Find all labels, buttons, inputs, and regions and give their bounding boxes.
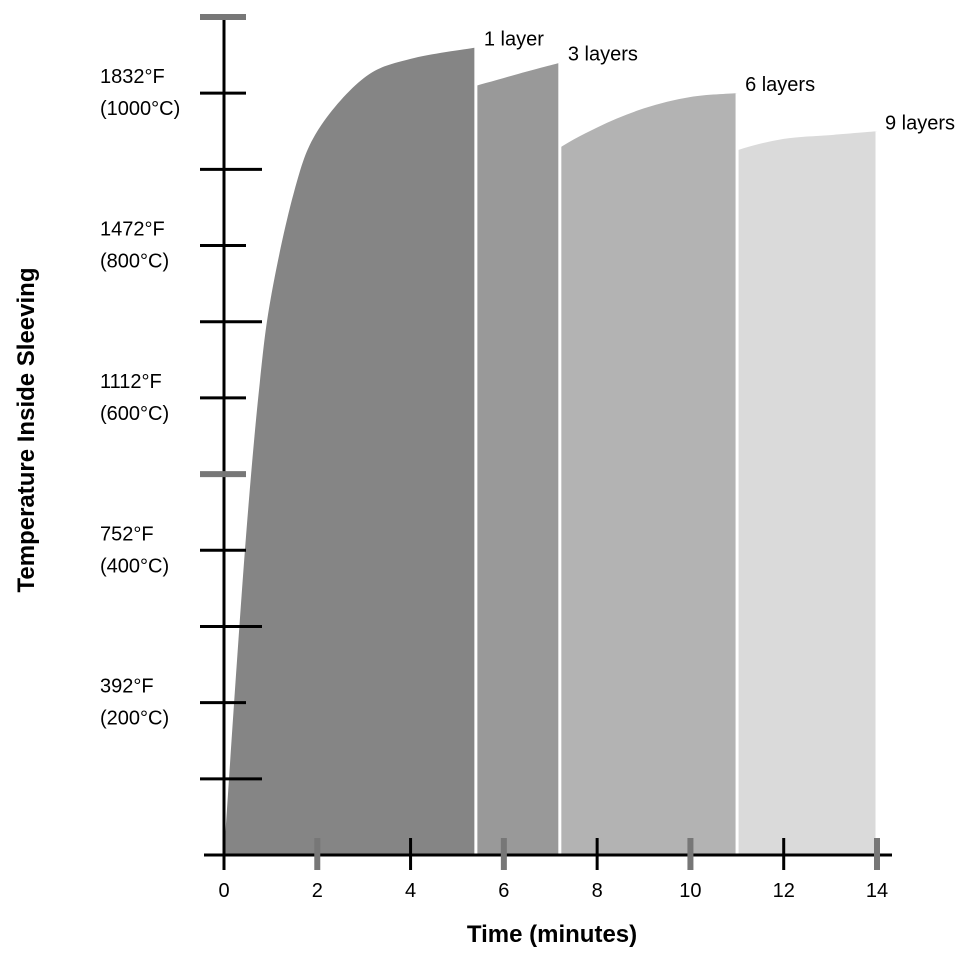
x-tick-label: 14 [866,880,888,902]
series-label-1-layer: 1 layer [484,28,544,50]
y-tick-label-fahrenheit: 1112°F [100,371,162,393]
x-ticks: 0 2 4 6 8 10 12 14 [218,838,888,902]
x-tick-label: 0 [218,880,229,902]
x-tick-label: 6 [498,880,509,902]
y-tick-label-celsius: (200°C) [100,708,169,730]
series-label-9-layers: 9 layers [885,112,955,134]
series-label-6-layers: 6 layers [745,74,815,96]
y-tick-label-celsius: (1000°C) [100,98,180,120]
y-tick-label-celsius: (400°C) [100,555,169,577]
series-areas [224,47,879,856]
y-tick-label-fahrenheit: 752°F [100,523,154,545]
y-ticks: 392°F (200°C) 752°F (400°C) 1112°F (600°C) 147… [100,14,262,781]
series-label-3-layers: 3 layers [568,44,638,66]
x-axis-title: Time (minutes) [467,921,637,948]
area-1-layer [224,47,476,856]
x-tick-label: 10 [679,880,701,902]
y-axis-title: Temperature Inside Sleeving [13,268,40,593]
series-labels: 9 layers 6 layers 3 layers 1 layer [484,28,955,134]
x-tick-label: 12 [773,880,795,902]
y-tick-label-celsius: (800°C) [100,251,169,273]
x-tick-label: 4 [405,880,416,902]
x-tick-label: 8 [592,880,603,902]
y-tick-label-fahrenheit: 1832°F [100,66,165,88]
y-tick-label-celsius: (600°C) [100,403,169,425]
x-tick-label: 2 [312,880,323,902]
y-tick-label-fahrenheit: 392°F [100,676,154,698]
y-tick-label-fahrenheit: 1472°F [100,219,165,241]
